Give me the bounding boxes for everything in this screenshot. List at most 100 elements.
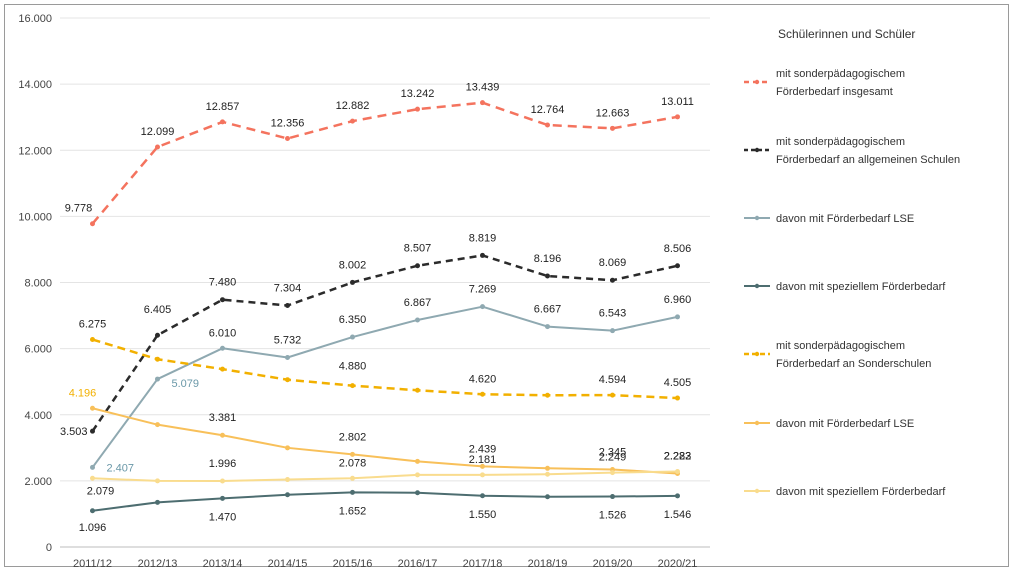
y-tick-label: 8.000 — [24, 278, 52, 290]
data-point — [610, 392, 615, 398]
series-line — [92, 470, 678, 483]
series-line — [92, 407, 678, 475]
data-label: 13.011 — [661, 96, 694, 108]
data-point — [155, 144, 160, 150]
data-label: 6.350 — [339, 314, 367, 326]
data-labels: 9.778 12.099 12.857 12.356 12.882 13.242 13.43… — [60, 82, 694, 534]
legend-label: Förderbedarf an allgemeinen Schulen — [776, 154, 960, 166]
data-label: 2.181 — [469, 454, 497, 466]
data-point — [480, 100, 485, 106]
data-point — [545, 392, 550, 398]
data-point — [545, 273, 550, 279]
data-point — [415, 387, 420, 393]
data-label: 2.802 — [339, 431, 367, 443]
y-tick-label: 6.000 — [24, 344, 52, 356]
legend-label: mit sonderpädagogischem — [776, 68, 905, 80]
data-label: 6.010 — [209, 327, 237, 339]
legend-label: davon mit speziellem Förderbedarf — [776, 486, 946, 498]
x-tick-label: 2015/16 — [333, 558, 373, 570]
data-label: 12.663 — [596, 107, 630, 119]
data-label: 1.550 — [469, 509, 497, 521]
data-point — [610, 328, 615, 334]
series-line — [91, 101, 678, 225]
legend-label: mit sonderpädagogischem — [776, 136, 905, 148]
data-point — [285, 477, 290, 483]
data-label: 6.405 — [144, 304, 172, 316]
data-label: 6.867 — [404, 297, 432, 309]
data-point — [285, 445, 290, 451]
data-point — [545, 122, 550, 128]
data-point — [675, 395, 680, 401]
data-point — [90, 464, 95, 470]
data-label: 6.543 — [599, 308, 627, 320]
legend-label: Förderbedarf an Sonderschulen — [776, 358, 931, 370]
data-point — [285, 354, 290, 360]
data-label: 3.503 — [60, 426, 88, 438]
data-label: 4.594 — [599, 374, 627, 386]
data-point — [675, 314, 680, 320]
data-point — [480, 252, 485, 258]
data-label: 2.345 — [599, 446, 627, 458]
data-label: 12.356 — [271, 117, 305, 129]
data-point — [480, 472, 485, 478]
data-point — [415, 106, 420, 112]
x-tick-label: 2017/18 — [463, 558, 503, 570]
data-point — [155, 499, 160, 505]
data-label: 1.096 — [79, 522, 107, 534]
data-label: 5.079 — [172, 378, 200, 390]
data-label: 8.819 — [469, 232, 497, 244]
legend-label: davon mit Förderbedarf LSE — [776, 213, 914, 225]
data-label: 2.439 — [469, 443, 497, 455]
data-point — [675, 114, 680, 120]
data-label: 2.079 — [87, 485, 115, 497]
data-label: 2.407 — [107, 462, 135, 474]
data-label: 13.242 — [401, 88, 435, 100]
data-label: 6.667 — [534, 304, 562, 316]
data-point — [350, 383, 355, 389]
data-label: 4.196 — [69, 387, 97, 399]
data-point — [155, 332, 160, 338]
data-label: 6.275 — [79, 319, 107, 331]
data-label: 8.002 — [339, 259, 367, 271]
data-label: 7.480 — [209, 277, 237, 289]
data-point — [675, 263, 680, 269]
series-line — [91, 254, 678, 432]
data-label: 2.249 — [599, 452, 627, 464]
y-tick-label: 0 — [46, 542, 52, 554]
data-point — [350, 489, 355, 495]
data-point — [415, 263, 420, 269]
data-label: 12.857 — [206, 101, 240, 113]
data-label: 2.223 — [664, 451, 692, 463]
data-label: 2.078 — [339, 457, 367, 469]
x-tick-label: 2018/19 — [528, 558, 568, 570]
y-axis: 0 2.000 4.000 6.000 8.000 10.000 12.000 14.000 1… — [18, 13, 52, 554]
data-label: 7.269 — [469, 284, 497, 296]
data-point — [350, 334, 355, 340]
x-tick-label: 2020/21 — [658, 558, 698, 570]
legend-title: Schülerinnen und Schüler — [778, 27, 915, 41]
legend-marker — [754, 147, 760, 153]
data-point — [220, 478, 225, 484]
data-label: 8.506 — [664, 243, 692, 255]
data-point — [90, 405, 95, 411]
x-tick-label: 2014/15 — [268, 558, 308, 570]
data-label: 8.069 — [599, 257, 627, 269]
data-point — [545, 465, 550, 471]
data-point — [545, 324, 550, 330]
legend-marker — [754, 283, 760, 289]
data-point — [675, 493, 680, 499]
series-line — [91, 305, 678, 469]
data-point — [155, 376, 160, 382]
x-tick-label: 2012/13 — [138, 558, 178, 570]
data-label: 8.196 — [534, 253, 562, 265]
data-label: 12.764 — [531, 104, 565, 116]
data-point — [415, 490, 420, 496]
data-point — [155, 356, 160, 362]
legend-marker — [754, 215, 760, 221]
legend-label: davon mit speziellem Förderbedarf — [776, 281, 946, 293]
data-point — [350, 279, 355, 285]
data-point — [285, 492, 290, 498]
y-tick-label: 10.000 — [18, 211, 52, 223]
data-point — [220, 297, 225, 303]
data-point — [610, 494, 615, 500]
